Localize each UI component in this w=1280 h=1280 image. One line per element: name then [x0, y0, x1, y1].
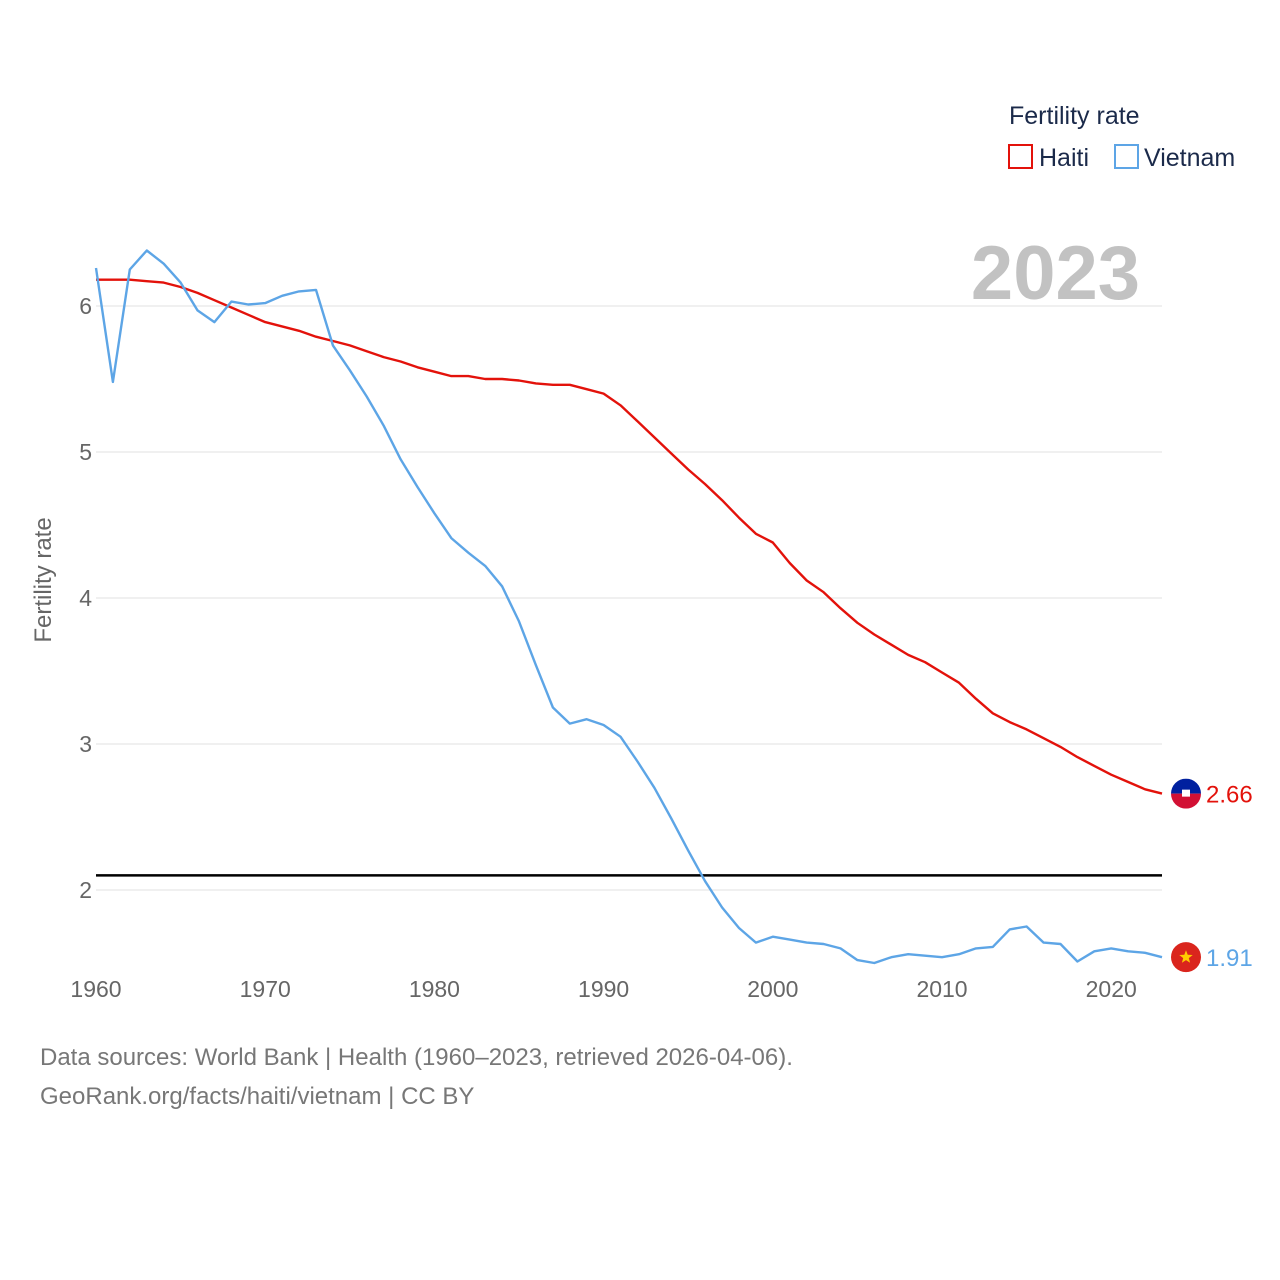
x-tick-label: 2000	[747, 976, 798, 1002]
y-axis-label: Fertility rate	[30, 517, 57, 642]
series-line-vietnam[interactable]	[94, 249, 1163, 965]
end-value-vietnam: 1.91	[1206, 945, 1253, 972]
legend: Fertility rate Haiti Vietnam	[1008, 102, 1235, 172]
x-tick-label: 1960	[70, 976, 121, 1002]
x-tick-label: 1970	[240, 976, 291, 1002]
x-tick-label: 1980	[409, 976, 460, 1002]
flag-haiti-icon	[1171, 778, 1201, 809]
end-markers: 2.66 1.91	[1171, 778, 1253, 973]
legend-swatch-vietnam[interactable]	[1114, 144, 1139, 169]
y-tick-label: 6	[79, 293, 92, 319]
footer-credit: GeoRank.org/facts/haiti/vietnam | CC BY	[40, 1083, 475, 1110]
x-tick-label: 2010	[916, 976, 967, 1002]
fertility-rate-chart: 2 3 4 5 6 1960 1970 1980 1990 2000 2010 2020 Ferti…	[30, 102, 1253, 1002]
x-tick-label: 1990	[578, 976, 629, 1002]
series-lines	[94, 249, 1163, 965]
y-tick-label: 3	[79, 731, 92, 757]
legend-label-vietnam[interactable]: Vietnam	[1144, 144, 1235, 172]
x-tick-label: 2020	[1086, 976, 1137, 1002]
end-value-haiti: 2.66	[1206, 782, 1253, 809]
flag-vietnam-icon	[1171, 942, 1201, 973]
gridlines	[96, 305, 1162, 891]
legend-swatch-haiti[interactable]	[1008, 144, 1033, 169]
legend-title: Fertility rate	[1009, 102, 1140, 130]
y-tick-label: 2	[79, 877, 92, 903]
series-line-haiti[interactable]	[96, 278, 1163, 795]
y-axis-ticks: 2 3 4 5 6	[79, 293, 92, 903]
year-label: 2023	[971, 231, 1140, 316]
y-tick-label: 4	[79, 585, 92, 611]
y-tick-label: 5	[79, 439, 92, 465]
x-axis-ticks: 1960 1970 1980 1990 2000 2010 2020	[70, 976, 1136, 1002]
footer-sources: Data sources: World Bank | Health (1960–…	[40, 1044, 793, 1071]
legend-label-haiti[interactable]: Haiti	[1039, 144, 1089, 172]
